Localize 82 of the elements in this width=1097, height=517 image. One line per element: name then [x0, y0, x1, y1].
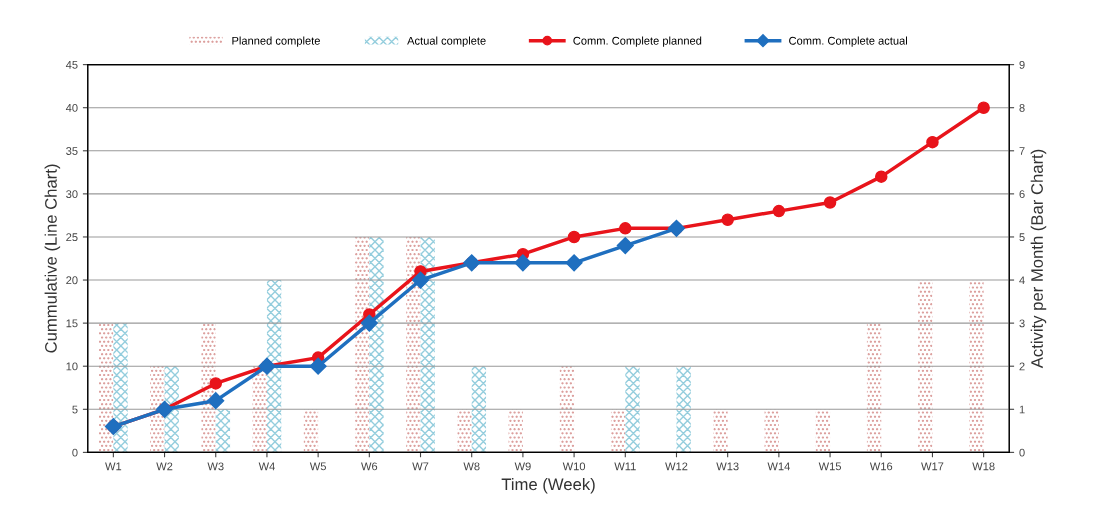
x-tick-label: W11 [614, 462, 636, 471]
bar [508, 409, 523, 453]
y-tick-label: 45 [65, 61, 78, 69]
bar [610, 409, 626, 453]
y2-tick-label: 9 [1019, 60, 1025, 69]
point [926, 135, 939, 149]
y-tick-label: 15 [66, 319, 78, 328]
legend-label: Planned complete [232, 36, 320, 47]
y2-tick-label: 5 [1019, 233, 1025, 242]
point [875, 170, 888, 183]
y2-tick-label: 7 [1019, 147, 1025, 155]
point [619, 222, 632, 235]
bar [969, 280, 984, 453]
point [977, 101, 990, 114]
point [209, 377, 222, 390]
legend-label: Comm. Complete planned [573, 36, 702, 47]
y-tick-label: 35 [66, 147, 78, 155]
y2-tick-label: 4 [1019, 276, 1025, 285]
y-axis-title: Cummulative (Line Chart) [44, 164, 61, 353]
y-tick-label: 10 [66, 362, 78, 371]
bar [99, 323, 114, 453]
point [772, 204, 786, 218]
x-tick-label: W16 [869, 462, 893, 471]
y2-tick-label: 8 [1019, 103, 1025, 112]
bar [303, 409, 319, 453]
x-tick-label: W2 [156, 462, 173, 471]
bar [457, 409, 472, 453]
bar [815, 409, 831, 453]
bar [764, 409, 779, 453]
x-tick-label: W18 [972, 462, 995, 471]
x-axis-title: Time (Week) [501, 478, 595, 494]
x-tick-label: W12 [665, 462, 688, 471]
bar [406, 236, 421, 453]
y2-tick-label: 0 [1019, 448, 1025, 457]
point [567, 230, 581, 244]
bar [113, 323, 128, 453]
bar [713, 409, 728, 453]
x-tick-label: W6 [361, 462, 378, 471]
y-tick-label: 40 [65, 103, 78, 112]
point [616, 237, 634, 255]
y-tick-label: 20 [66, 276, 78, 285]
x-tick-label: W15 [818, 462, 842, 471]
y-tick-label: 0 [72, 448, 78, 457]
x-tick-label: W10 [562, 462, 586, 471]
y-tick-label: 5 [72, 405, 78, 414]
point [207, 392, 225, 410]
bar [150, 366, 165, 453]
x-tick-label: W8 [463, 462, 480, 471]
x-tick-label: W13 [716, 462, 739, 471]
bar [369, 236, 384, 453]
bar [215, 409, 231, 453]
x-tick-label: W17 [921, 462, 944, 471]
x-tick-label: W14 [767, 462, 790, 471]
point [823, 196, 837, 209]
bar [676, 366, 691, 453]
point [514, 254, 532, 272]
x-tick-label: W1 [105, 462, 122, 471]
point [309, 357, 327, 375]
legend-label: Actual complete [407, 36, 486, 47]
y2-tick-label: 1 [1019, 405, 1025, 414]
x-tick-label: W7 [412, 462, 429, 471]
x-tick-label: W9 [514, 462, 531, 471]
y2-tick-label: 6 [1019, 190, 1025, 199]
bar [625, 366, 640, 453]
y-tick-label: 30 [66, 190, 78, 199]
point [565, 254, 583, 272]
bar [471, 366, 487, 453]
bar [918, 280, 933, 453]
bar [559, 366, 575, 453]
x-tick-label: W5 [309, 462, 326, 471]
bar [866, 323, 882, 453]
y2-tick-label: 3 [1019, 319, 1025, 328]
y2-axis-title: Activity per Month (Bar Chart) [1030, 149, 1047, 369]
y2-tick-label: 2 [1019, 362, 1025, 371]
legend-label: Comm. Complete actual [789, 36, 907, 47]
y-tick-label: 25 [66, 233, 78, 242]
x-tick-label: W4 [258, 462, 275, 471]
x-tick-label: W3 [207, 462, 224, 471]
point [411, 271, 430, 289]
bar [266, 280, 282, 453]
point [360, 314, 378, 332]
point [721, 213, 734, 226]
